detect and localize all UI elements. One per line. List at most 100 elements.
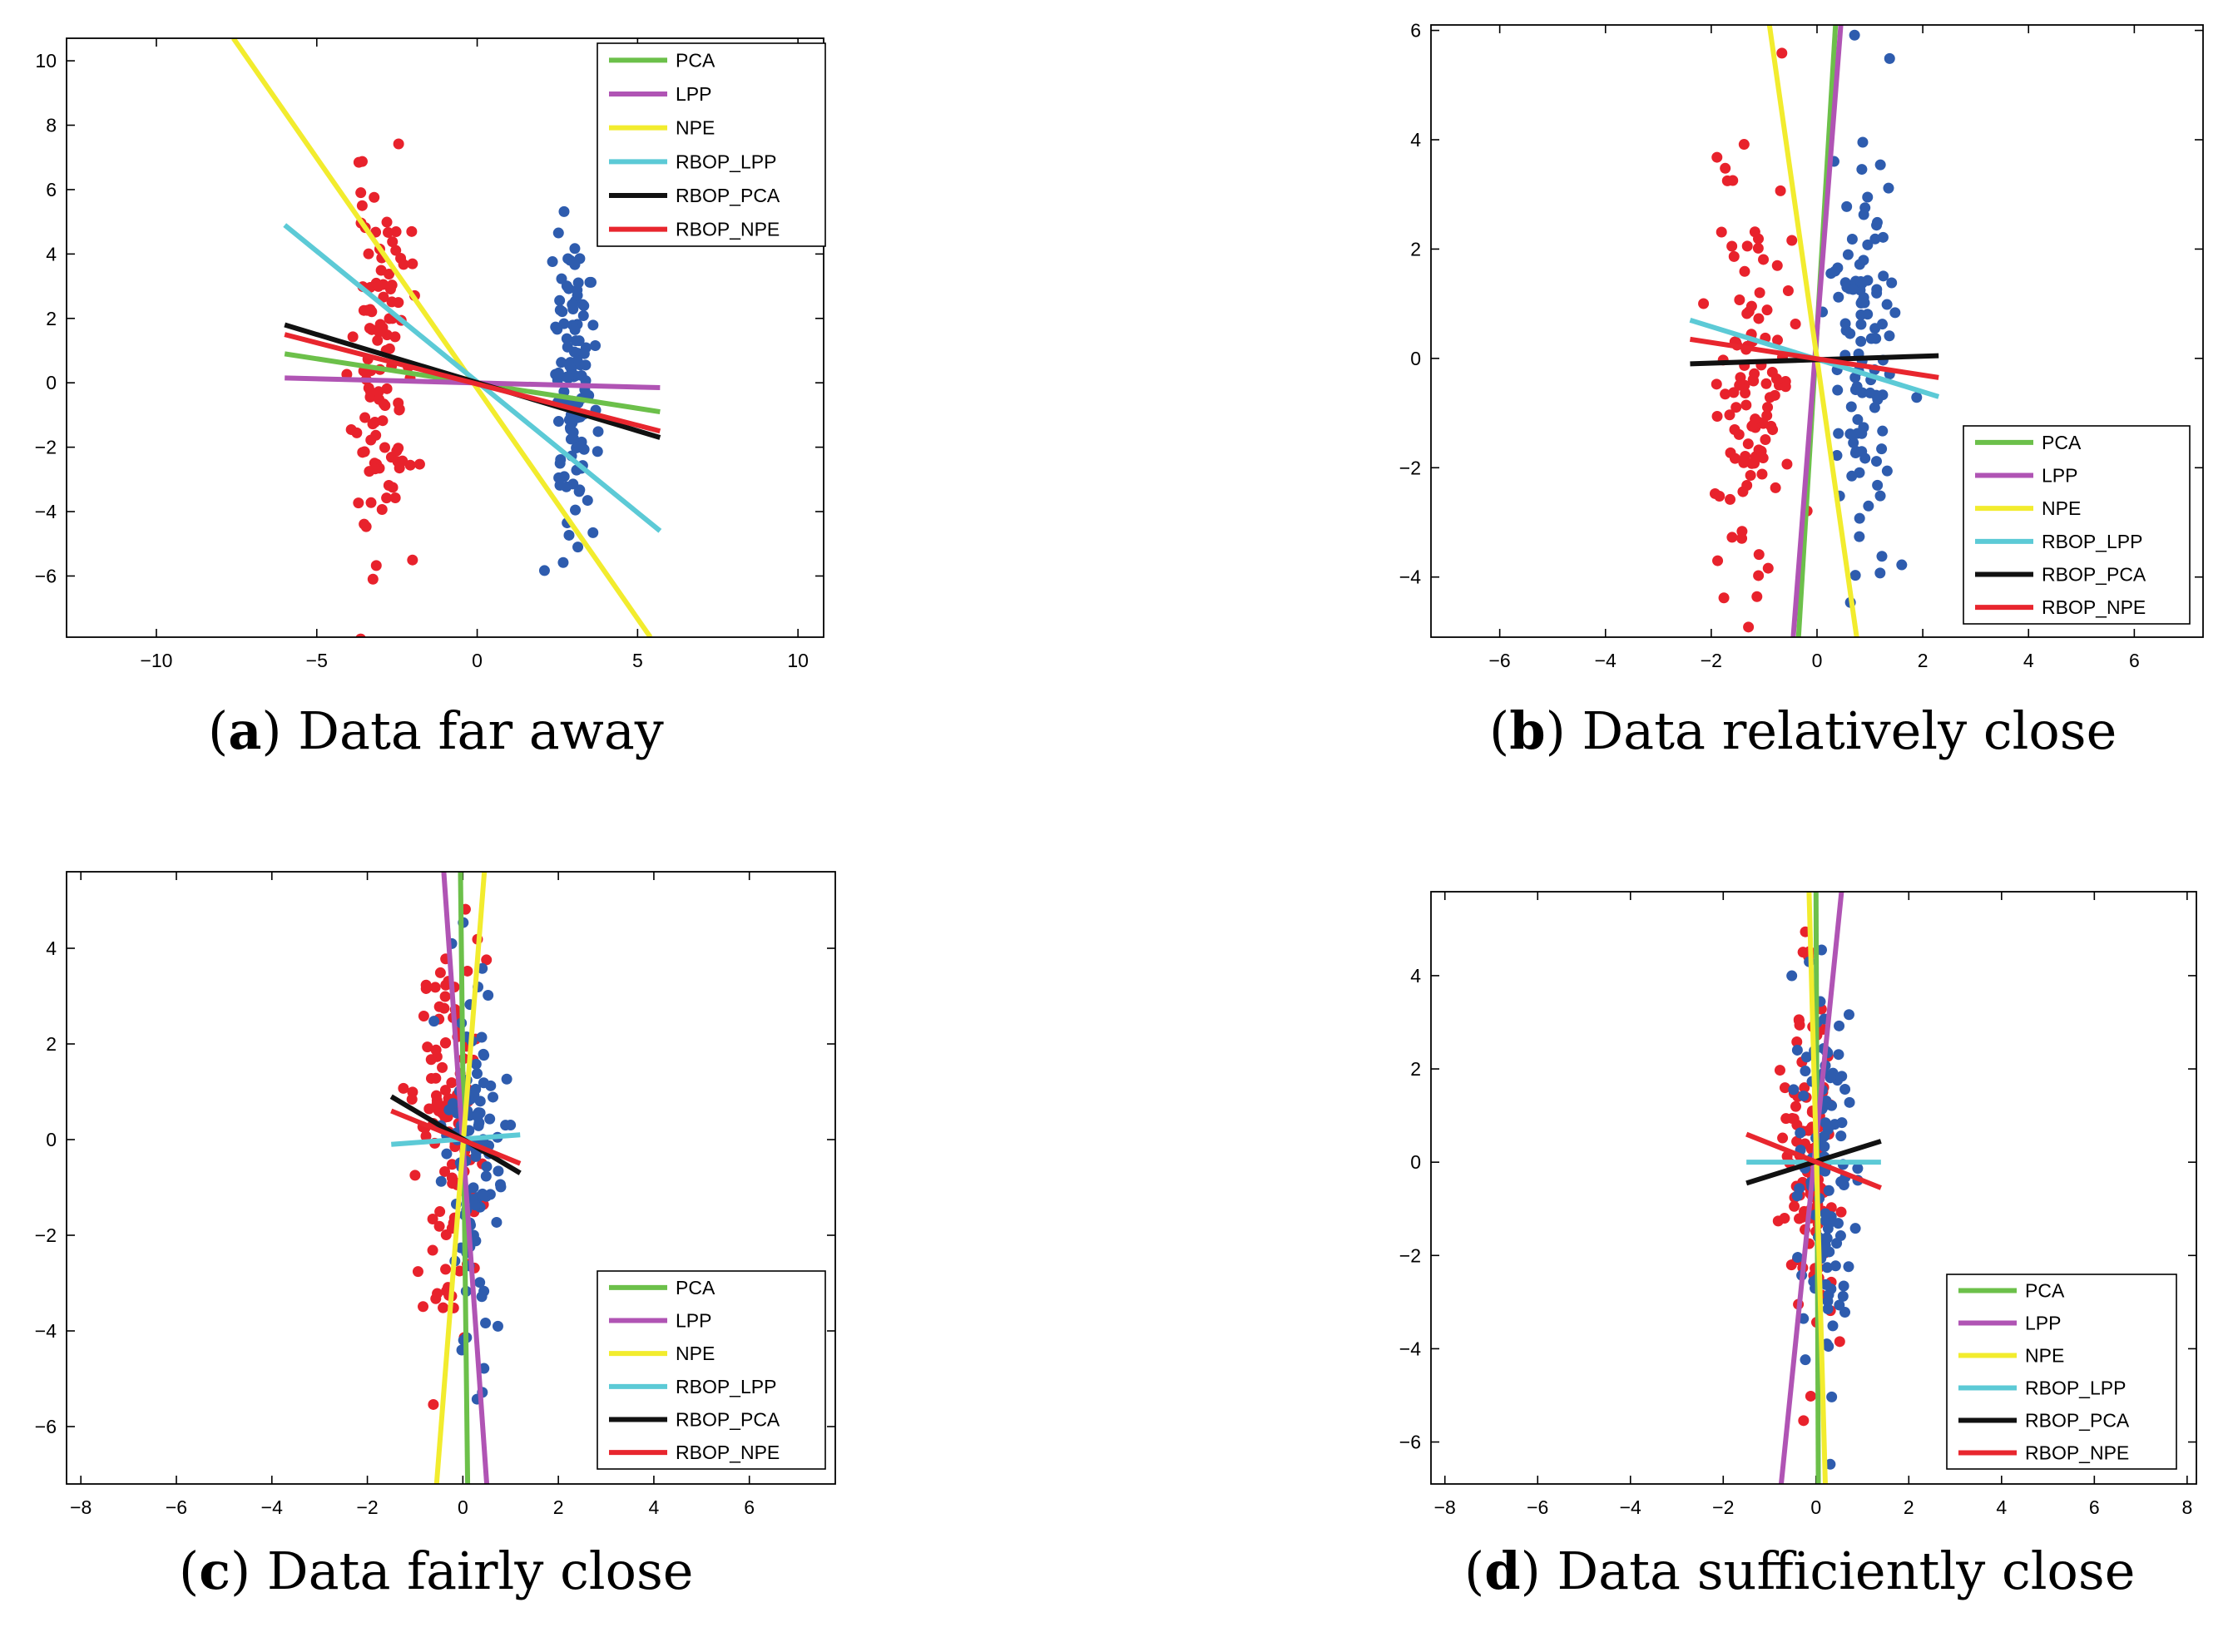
scatter-point-class1 bbox=[1775, 185, 1786, 196]
scatter-point-class1 bbox=[367, 418, 379, 430]
scatter-point-class1 bbox=[1711, 378, 1722, 390]
scatter-point-class1 bbox=[1762, 402, 1774, 413]
scatter-point-class1 bbox=[364, 386, 376, 398]
scatter-point-class2 bbox=[477, 1188, 488, 1199]
scatter-point-class2 bbox=[1855, 335, 1867, 347]
scatter-point-class2 bbox=[584, 276, 596, 288]
scatter-point-class1 bbox=[425, 1054, 437, 1066]
scatter-point-class1 bbox=[1741, 240, 1753, 252]
scatter-point-class2 bbox=[538, 565, 550, 576]
scatter-point-class2 bbox=[563, 414, 575, 426]
scatter-point-class1 bbox=[389, 492, 401, 503]
scatter-point-class2 bbox=[1791, 1044, 1803, 1056]
legend-label: RBOP_PCA bbox=[2025, 1410, 2130, 1432]
scatter-point-class1 bbox=[1752, 242, 1764, 254]
x-tick-label: 4 bbox=[649, 1496, 660, 1518]
scatter-point-class2 bbox=[500, 1120, 512, 1131]
legend: PCA LPP NPE RBOP_LPP RBOP_PCA RBOP_NPE bbox=[1946, 1274, 2177, 1470]
scatter-point-class1 bbox=[1758, 254, 1770, 265]
y-tick-label: −2 bbox=[1399, 457, 1421, 478]
scatter-point-class1 bbox=[1835, 1206, 1847, 1218]
legend-box bbox=[1946, 1274, 2177, 1470]
scatter-point-class2 bbox=[1854, 259, 1865, 270]
panel-a: −10 −5 0 5 10 −6 −4 −2 0 2 4 6 8 10 PCA LPP NPE RBOP_LPP R… bbox=[35, 37, 826, 761]
scatter-point-class2 bbox=[1837, 1290, 1849, 1302]
scatter-point-class1 bbox=[1781, 458, 1793, 470]
scatter-point-class2 bbox=[1821, 1262, 1833, 1274]
scatter-point-class2 bbox=[1858, 422, 1869, 433]
x-tick-label: 2 bbox=[1904, 1496, 1914, 1518]
scatter-point-class2 bbox=[564, 360, 576, 372]
scatter-point-class1 bbox=[462, 965, 473, 977]
scatter-point-class2 bbox=[1889, 307, 1901, 319]
y-tick-label: 4 bbox=[46, 937, 57, 959]
y-tick-label: −2 bbox=[1399, 1244, 1421, 1266]
scatter-point-class2 bbox=[1849, 29, 1860, 41]
caption-letter: d bbox=[1484, 1541, 1520, 1601]
caption-open-paren: ( bbox=[1464, 1541, 1484, 1601]
scatter-point-class1 bbox=[364, 323, 375, 334]
scatter-point-class1 bbox=[1753, 570, 1765, 581]
scatter-point-class1 bbox=[1712, 555, 1724, 566]
scatter-point-class2 bbox=[561, 481, 572, 492]
scatter-point-class2 bbox=[473, 1120, 484, 1131]
scatter-point-class2 bbox=[1850, 445, 1862, 457]
panel-caption: (c) Data fairly close bbox=[179, 1541, 693, 1601]
y-tick-label: 2 bbox=[1410, 238, 1421, 260]
line-lpp bbox=[1778, 892, 1844, 1484]
scatter-point-class1 bbox=[1798, 1415, 1810, 1427]
scatter-point-class1 bbox=[1761, 304, 1773, 316]
caption-open-paren: ( bbox=[208, 700, 228, 761]
panel-caption: (b) Data relatively close bbox=[1489, 700, 2117, 761]
scatter-point-class2 bbox=[572, 542, 584, 553]
scatter-point-class2 bbox=[578, 300, 590, 312]
scatter-point-class2 bbox=[1849, 1223, 1861, 1234]
y-tick-label: −6 bbox=[35, 565, 57, 586]
y-tick-label: 0 bbox=[1410, 1151, 1421, 1173]
scatter-point-class2 bbox=[590, 340, 602, 352]
scatter-point-class2 bbox=[485, 1080, 497, 1091]
legend-label: RBOP_NPE bbox=[2025, 1442, 2129, 1464]
scatter-point-class1 bbox=[1753, 313, 1765, 324]
scatter-point-class1 bbox=[1728, 250, 1740, 262]
scatter-point-class2 bbox=[1874, 159, 1886, 171]
y-tick-label: 4 bbox=[1410, 129, 1421, 151]
scatter-point-class2 bbox=[1821, 1233, 1833, 1244]
x-tick-label: 8 bbox=[2181, 1496, 2192, 1518]
x-tick-label: 10 bbox=[787, 650, 809, 671]
scatter-point-class1 bbox=[369, 191, 380, 203]
scatter-point-class1 bbox=[364, 304, 375, 316]
scatter-point-class2 bbox=[1834, 1020, 1845, 1031]
scatter-point-class1 bbox=[1788, 1113, 1800, 1125]
scatter-point-class2 bbox=[1884, 52, 1895, 64]
scatter-point-class1 bbox=[422, 1041, 433, 1053]
scatter-point-class1 bbox=[1738, 139, 1750, 151]
scatter-point-class1 bbox=[1751, 591, 1763, 602]
scatter-point-class1 bbox=[360, 521, 372, 532]
scatter-point-class1 bbox=[1791, 1135, 1803, 1147]
scatter-point-class1 bbox=[1790, 319, 1801, 330]
scatter-point-class1 bbox=[1756, 468, 1768, 480]
x-tick-label: −4 bbox=[1595, 650, 1617, 671]
axes-frame bbox=[1430, 24, 2204, 638]
scatter-point-class2 bbox=[1823, 1289, 1834, 1301]
y-tick-label: −2 bbox=[35, 437, 57, 458]
legend-label: RBOP_NPE bbox=[676, 1442, 780, 1463]
scatter-point-class1 bbox=[1728, 387, 1740, 398]
scatter-point-class2 bbox=[1795, 1127, 1806, 1139]
x-tick-label: 4 bbox=[2023, 650, 2034, 671]
scatter-point-class1 bbox=[387, 236, 399, 248]
scatter-point-class2 bbox=[1855, 297, 1867, 309]
scatter-point-class1 bbox=[1805, 1390, 1816, 1402]
scatter-point-class2 bbox=[577, 310, 589, 322]
scatter-point-class1 bbox=[1789, 1200, 1800, 1212]
scatter-point-class2 bbox=[435, 1175, 447, 1187]
x-tick-label: 6 bbox=[2129, 650, 2140, 671]
scatter-point-class1 bbox=[1720, 388, 1731, 400]
scatter-point-class1 bbox=[369, 463, 381, 475]
scatter-point-class1 bbox=[418, 1301, 429, 1313]
scatter-point-class2 bbox=[1835, 1130, 1847, 1142]
scatter-point-class2 bbox=[1798, 1090, 1810, 1101]
scatter-point-class1 bbox=[446, 1172, 458, 1184]
